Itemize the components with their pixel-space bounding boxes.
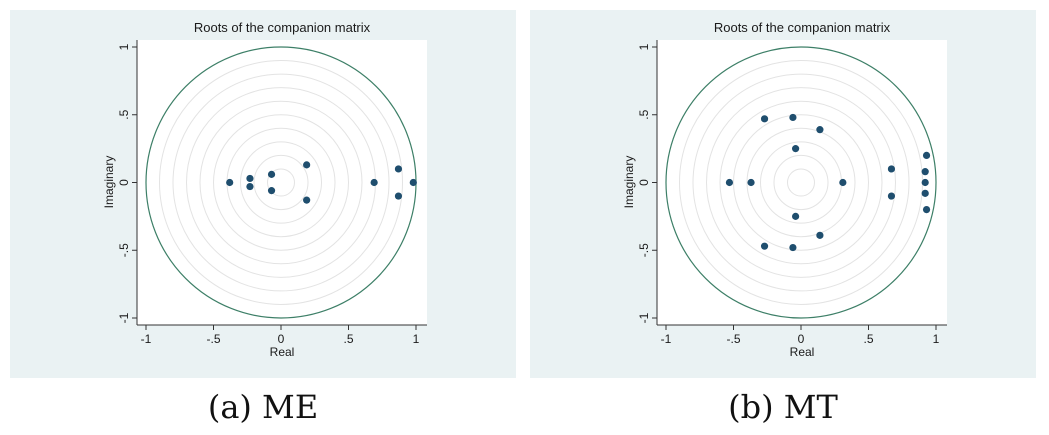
root-point <box>409 178 417 187</box>
root-point <box>370 178 378 187</box>
reference-circle <box>746 127 856 238</box>
x-tick-label: .5 <box>863 332 873 346</box>
root-point <box>816 231 824 239</box>
x-tick-label: 1 <box>413 332 420 346</box>
reference-circle <box>706 87 896 278</box>
reference-circle <box>199 100 363 265</box>
reference-circle <box>267 168 295 197</box>
root-point <box>789 243 797 252</box>
x-tick-label: -.5 <box>726 332 740 346</box>
root-point <box>816 126 824 134</box>
reference-circle <box>787 168 815 197</box>
x-tick-label: 0 <box>798 332 805 346</box>
root-point <box>267 187 276 195</box>
x-axis-label: Real <box>790 345 815 359</box>
plot-area <box>137 40 427 325</box>
chart-title: Roots of the companion matrix <box>714 20 891 35</box>
y-axis-label: Imaginary <box>622 156 636 209</box>
y-axis-label: Imaginary <box>102 156 116 209</box>
root-point <box>246 174 254 183</box>
root-point <box>921 178 929 187</box>
reference-circle <box>213 114 349 251</box>
root-point <box>922 206 931 214</box>
x-tick-label: 1 <box>933 332 940 346</box>
root-point <box>226 178 234 187</box>
unit-circle <box>665 46 937 319</box>
caption-mt: (b) MT <box>728 388 838 426</box>
root-point <box>246 182 254 191</box>
root-point <box>789 113 797 122</box>
root-point <box>760 242 769 250</box>
y-tick-label: .5 <box>117 109 131 119</box>
x-axis-label: Real <box>270 345 295 359</box>
roots-plot-mt: -1 -1 -.5 -.5 0 0 .5 .5 1 1 Roots of the companion… <box>622 20 947 359</box>
x-tick-label: -1 <box>661 332 672 346</box>
y-tick-label: 1 <box>637 43 651 50</box>
x-tick-label: .5 <box>343 332 353 346</box>
root-point <box>303 196 311 204</box>
root-point <box>839 178 847 187</box>
reference-circle <box>692 73 910 292</box>
x-tick-label: -.5 <box>206 332 220 346</box>
plot-area <box>657 40 947 325</box>
root-point <box>922 151 931 159</box>
y-tick-label: 0 <box>637 179 651 186</box>
y-tick-label: .5 <box>637 109 651 119</box>
root-point <box>267 170 276 178</box>
reference-circle <box>240 141 322 224</box>
reference-circle <box>159 60 403 305</box>
y-tick-label: -.5 <box>637 243 651 257</box>
roots-plot-me: -1 -1 -.5 -.5 0 0 .5 .5 1 1 Roots of the companion… <box>102 20 427 359</box>
root-point <box>303 161 311 169</box>
root-point <box>921 189 929 197</box>
caption-me: (a) ME <box>207 388 319 426</box>
root-point <box>921 168 929 176</box>
root-point <box>792 145 800 153</box>
y-tick-label: -1 <box>117 312 131 323</box>
reference-circle <box>253 154 309 211</box>
chart-panel-me: -1 -1 -.5 -.5 0 0 .5 .5 1 1 Roots of the companion… <box>10 10 516 378</box>
root-point <box>760 115 769 123</box>
root-point <box>394 165 403 173</box>
reference-circle <box>773 154 829 211</box>
y-tick-label: 1 <box>117 43 131 50</box>
reference-circle <box>733 114 869 251</box>
root-point <box>792 212 800 220</box>
reference-circle <box>172 73 390 292</box>
x-tick-label: 0 <box>278 332 285 346</box>
y-tick-label: 0 <box>117 179 131 186</box>
y-tick-label: -1 <box>637 312 651 323</box>
root-point <box>725 178 734 187</box>
root-point <box>747 178 755 187</box>
x-tick-label: -1 <box>141 332 152 346</box>
root-point <box>887 165 896 173</box>
root-point <box>394 192 403 200</box>
y-tick-label: -.5 <box>117 243 131 257</box>
reference-circle <box>719 100 883 265</box>
chart-title: Roots of the companion matrix <box>194 20 371 35</box>
root-point <box>887 192 896 200</box>
chart-panel-mt: -1 -1 -.5 -.5 0 0 .5 .5 1 1 Roots of the companion… <box>530 10 1036 378</box>
